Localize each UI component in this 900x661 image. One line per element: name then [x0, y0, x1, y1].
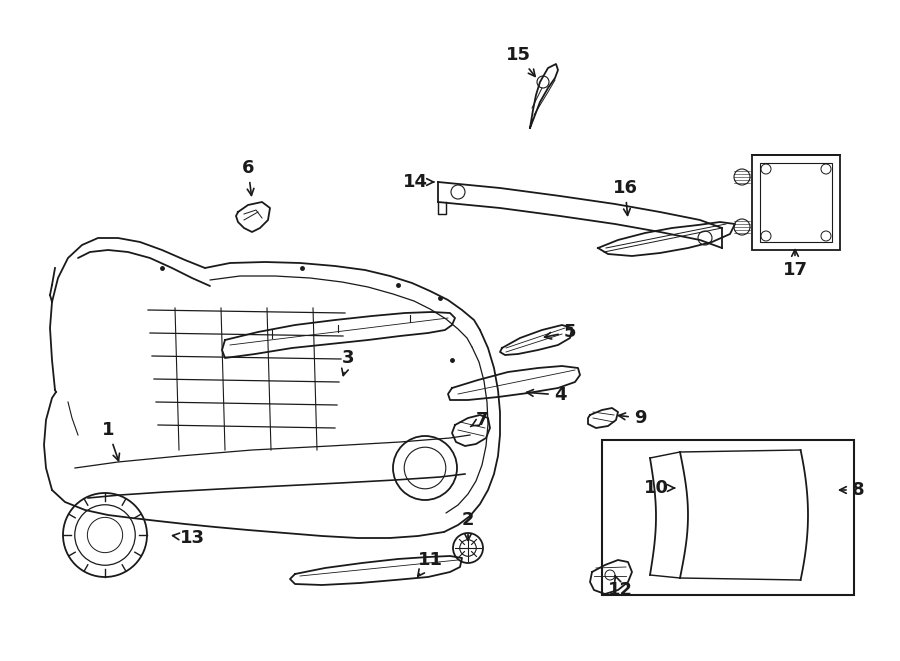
Text: 2: 2: [462, 511, 474, 540]
Text: 4: 4: [526, 386, 566, 404]
Text: 9: 9: [618, 409, 646, 427]
Text: 8: 8: [840, 481, 864, 499]
Circle shape: [734, 169, 750, 185]
Bar: [752, 155, 840, 250]
Text: 12: 12: [608, 576, 633, 599]
Text: 13: 13: [173, 529, 204, 547]
Text: 7: 7: [471, 411, 488, 429]
Text: 14: 14: [402, 173, 434, 191]
Text: 17: 17: [782, 250, 807, 279]
Circle shape: [453, 533, 483, 563]
Text: 3: 3: [342, 349, 355, 375]
Text: 11: 11: [418, 551, 443, 576]
Text: 16: 16: [613, 179, 637, 215]
Bar: [602, 440, 854, 595]
Circle shape: [734, 219, 750, 235]
Text: 5: 5: [544, 323, 576, 341]
Text: 6: 6: [242, 159, 254, 196]
Text: 15: 15: [506, 46, 536, 77]
Bar: [760, 163, 832, 242]
Text: 10: 10: [644, 479, 675, 497]
Text: 1: 1: [102, 421, 120, 461]
